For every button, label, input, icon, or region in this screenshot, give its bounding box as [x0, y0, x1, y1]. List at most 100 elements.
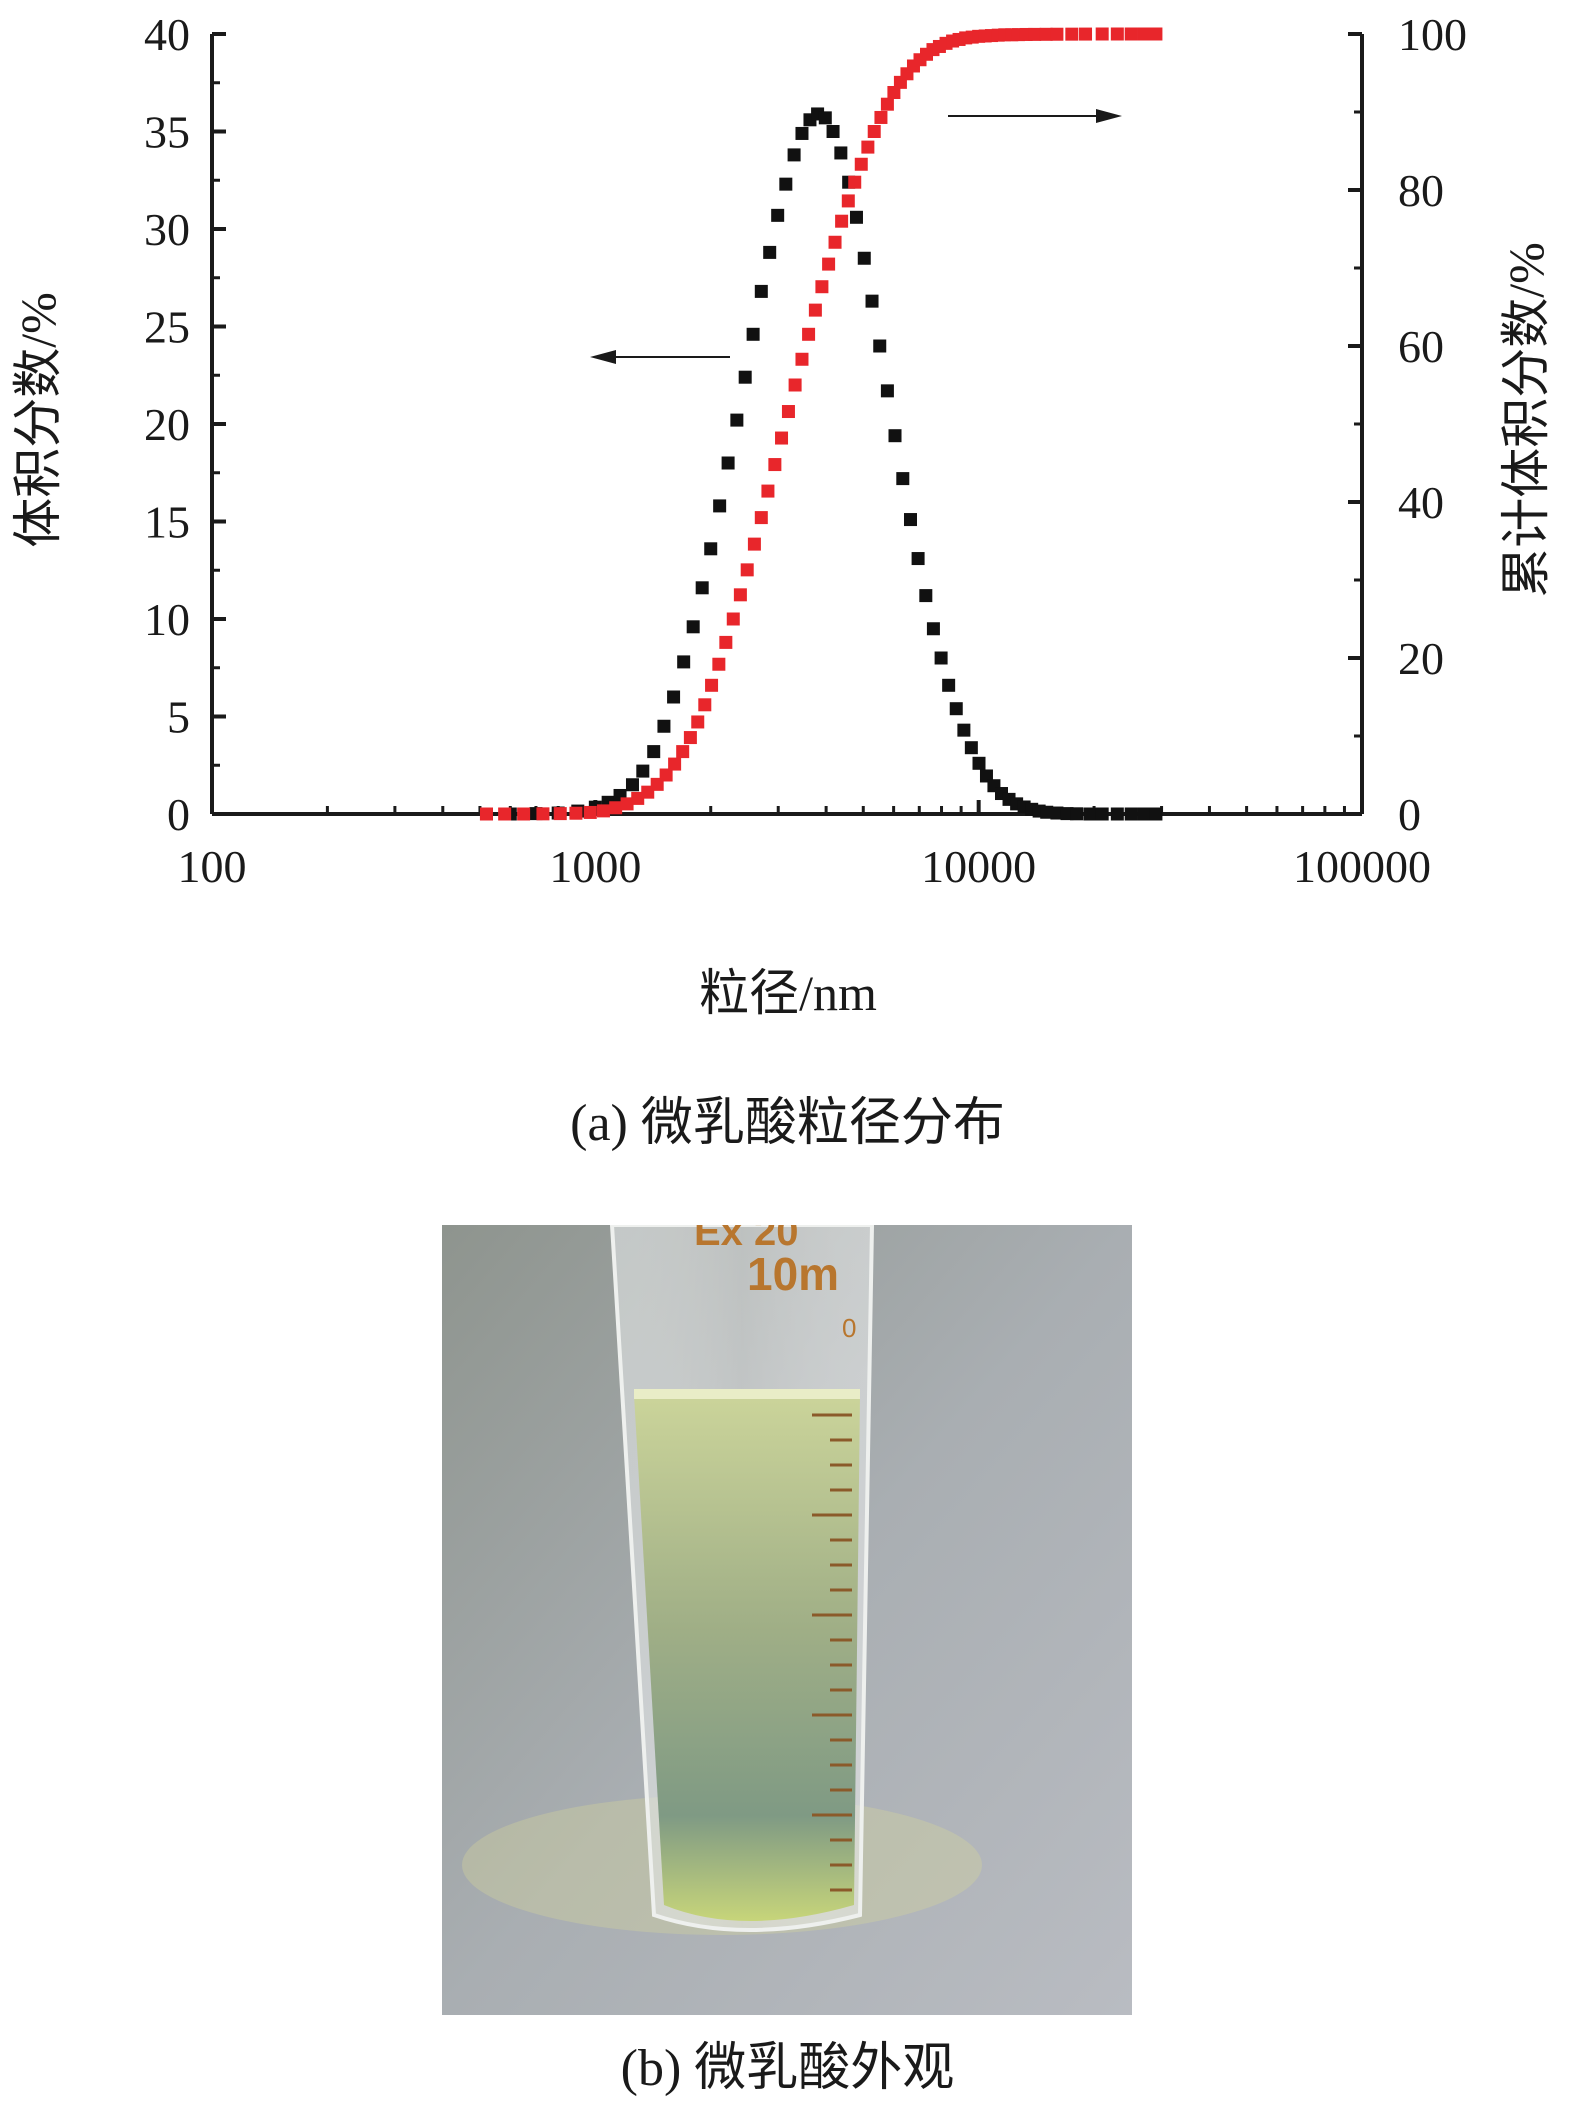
- chart-ticks: 100 1000 10000 1000000510152025303540020406…: [144, 9, 1467, 892]
- cumulative-volume-point: [828, 235, 842, 249]
- volume-fraction-point: [1083, 807, 1097, 821]
- volume-fraction-point: [738, 370, 752, 384]
- cumulative-volume-point: [698, 698, 712, 712]
- cumulative-volume-point: [659, 768, 673, 782]
- y-left-tick-label: 5: [167, 692, 190, 743]
- volume-fraction-point: [1070, 807, 1084, 821]
- cumulative-volume-point: [747, 537, 761, 551]
- volume-fraction-point: [926, 622, 940, 636]
- y-right-tick-label: 40: [1398, 477, 1444, 528]
- cumulative-volume-point: [1110, 27, 1124, 41]
- volume-fraction-point: [934, 651, 948, 665]
- cumulative-volume-point: [880, 97, 894, 111]
- cumulative-volume-point: [861, 140, 875, 154]
- volume-fraction-point: [704, 542, 718, 556]
- volume-fraction-point: [873, 339, 887, 353]
- cumulative-volume-point: [620, 797, 634, 811]
- volume-fraction-point: [849, 210, 863, 224]
- cumulative-volume-point: [583, 805, 597, 819]
- volume-fraction-point: [826, 125, 840, 138]
- volume-fraction-point: [677, 655, 691, 669]
- cumulative-volume-point: [848, 175, 862, 189]
- volume-fraction-point: [911, 552, 925, 566]
- volume-fraction-point: [1124, 807, 1138, 821]
- volume-fraction-point: [964, 741, 978, 755]
- volume-fraction-point: [721, 456, 735, 470]
- volume-fraction-point: [1095, 807, 1109, 821]
- volume-fraction-point: [888, 429, 902, 443]
- volume-fraction-point: [771, 208, 785, 222]
- volume-fraction-point: [730, 413, 744, 427]
- volume-fraction-series: [479, 107, 1163, 821]
- cumulative-volume-point: [1079, 27, 1093, 41]
- cumulative-volume-point: [815, 280, 829, 294]
- y-right-tick-label: 60: [1398, 321, 1444, 372]
- cumulative-volume-point: [808, 303, 822, 317]
- cumulative-volume-point: [726, 612, 740, 626]
- cumulative-volume-point: [719, 635, 733, 649]
- y-right-tick-label: 80: [1398, 165, 1444, 216]
- cumulative-volume-point: [596, 804, 610, 818]
- volume-fraction-point: [834, 146, 848, 160]
- cumulative-volume-point: [668, 757, 682, 771]
- y-left-tick-label: 0: [167, 789, 190, 840]
- cumulative-volume-point: [754, 511, 768, 525]
- particle-size-chart: 100 1000 10000 1000000510152025303540020406…: [10, 9, 1554, 1021]
- volume-fraction-point: [1149, 807, 1163, 821]
- caption-b: (b) 微乳酸外观: [620, 2040, 955, 2097]
- cumulative-volume-point: [1137, 27, 1151, 41]
- x-tick-label: 100000: [1293, 841, 1431, 892]
- volume-fraction-point: [865, 294, 879, 308]
- volume-fraction-point: [795, 126, 809, 140]
- volume-fraction-point: [713, 499, 727, 513]
- y-left-tick-label: 30: [144, 204, 190, 255]
- cumulative-volume-point: [1149, 27, 1163, 41]
- y-right-tick-label: 100: [1398, 9, 1467, 60]
- volume-fraction-point: [919, 589, 933, 603]
- cumulative-volume-point: [498, 807, 512, 821]
- cumulative-volume-point: [569, 806, 583, 820]
- y-right-tick-label: 0: [1398, 789, 1421, 840]
- cumulative-volume-point: [854, 157, 868, 171]
- y-axis-right-label: 累计体积分数/%: [1498, 242, 1554, 598]
- test-tube-photo: Ex 20 10m 0: [442, 1225, 1132, 2015]
- volume-fraction-point: [625, 778, 639, 792]
- cumulative-volume-point: [676, 745, 690, 759]
- cumulative-volume-point: [781, 405, 795, 419]
- volume-fraction-point: [903, 513, 917, 527]
- volume-fraction-point: [686, 620, 700, 634]
- volume-fraction-point: [880, 384, 894, 398]
- cumulative-volume-point: [768, 458, 782, 472]
- cumulative-volume-point: [1065, 27, 1079, 41]
- y-left-tick-label: 35: [144, 107, 190, 158]
- left-arrow-head: [590, 350, 616, 364]
- volume-fraction-point: [896, 472, 910, 486]
- volume-fraction-point: [857, 251, 871, 265]
- volume-fraction-point: [657, 719, 671, 733]
- cumulative-volume-point: [841, 194, 855, 208]
- cumulative-volume-point: [867, 125, 881, 138]
- cumulative-volume-point: [479, 807, 493, 821]
- cumulative-volume-point: [740, 563, 754, 577]
- volume-fraction-point: [1137, 807, 1151, 821]
- tube-text-3: 0: [842, 1313, 856, 1343]
- volume-fraction-point: [818, 111, 832, 125]
- tube-text-1: Ex 20: [694, 1225, 799, 1254]
- cumulative-volume-point: [822, 257, 836, 271]
- volume-fraction-point: [636, 764, 650, 778]
- volume-fraction-point: [957, 723, 971, 737]
- cumulative-volume-point: [517, 807, 531, 821]
- y-left-tick-label: 40: [144, 9, 190, 60]
- volume-fraction-point: [779, 177, 793, 191]
- cumulative-volume-point: [609, 801, 623, 815]
- chart-axes: [210, 34, 1364, 816]
- y-left-tick-label: 15: [144, 497, 190, 548]
- cumulative-volume-point: [683, 731, 697, 745]
- volume-fraction-point: [942, 678, 956, 692]
- cumulative-volume-point: [887, 86, 901, 99]
- volume-fraction-point: [1040, 805, 1054, 819]
- cumulative-volume-point: [536, 807, 550, 821]
- volume-fraction-point: [647, 745, 661, 759]
- cumulative-volume-point: [705, 678, 719, 692]
- volume-fraction-point: [667, 690, 681, 704]
